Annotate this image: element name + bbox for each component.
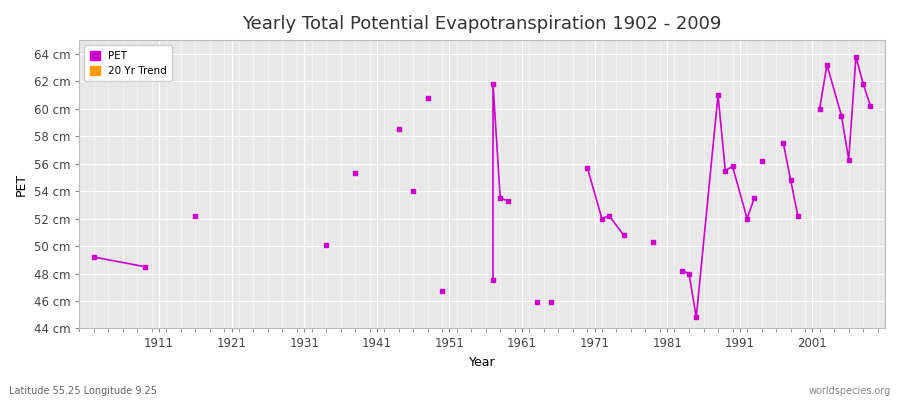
Y-axis label: PET: PET xyxy=(15,173,28,196)
Legend: PET, 20 Yr Trend: PET, 20 Yr Trend xyxy=(85,45,172,82)
X-axis label: Year: Year xyxy=(469,356,495,369)
Title: Yearly Total Potential Evapotranspiration 1902 - 2009: Yearly Total Potential Evapotranspiratio… xyxy=(242,15,722,33)
Text: Latitude 55.25 Longitude 9.25: Latitude 55.25 Longitude 9.25 xyxy=(9,386,157,396)
Text: worldspecies.org: worldspecies.org xyxy=(809,386,891,396)
